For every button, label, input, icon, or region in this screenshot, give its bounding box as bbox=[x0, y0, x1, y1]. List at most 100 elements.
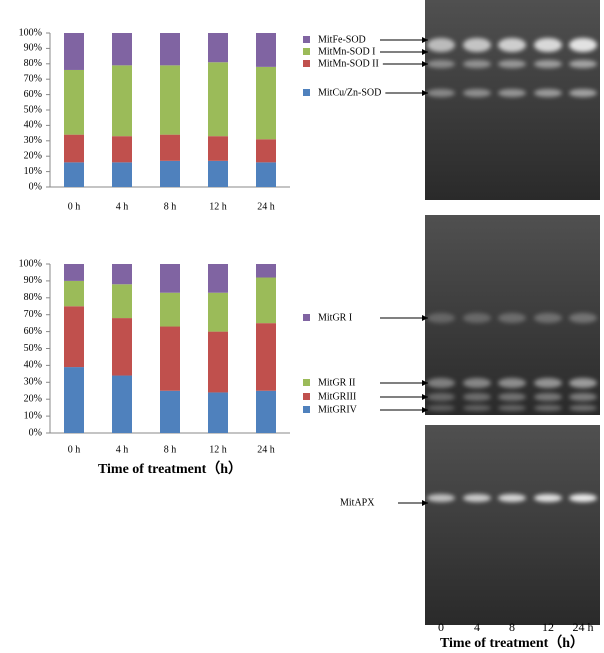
y-tick-label: 50% bbox=[24, 343, 42, 354]
gel-band bbox=[569, 89, 597, 97]
y-tick-label: 60% bbox=[24, 89, 42, 100]
gel bbox=[425, 425, 600, 625]
y-tick-label: 10% bbox=[24, 410, 42, 421]
bar-segment bbox=[256, 264, 276, 278]
bar-segment bbox=[208, 264, 228, 293]
legend-swatch bbox=[303, 36, 310, 43]
x-tick-label: 24 h bbox=[257, 444, 275, 455]
bar-segment bbox=[64, 134, 84, 163]
y-tick-label: 20% bbox=[24, 150, 42, 161]
bar-segment bbox=[64, 264, 84, 281]
gel-band bbox=[534, 89, 562, 97]
bar-segment bbox=[160, 33, 180, 66]
bar-segment bbox=[160, 134, 180, 161]
bar-segment bbox=[256, 277, 276, 324]
bar-segment bbox=[64, 33, 84, 70]
arrow-head bbox=[422, 61, 428, 67]
y-tick-label: 80% bbox=[24, 292, 42, 303]
y-tick-label: 40% bbox=[24, 360, 42, 371]
gel-band bbox=[498, 38, 526, 52]
bar-segment bbox=[256, 33, 276, 67]
arrow-head bbox=[422, 37, 428, 43]
x-tick-label: 0 h bbox=[68, 201, 81, 212]
y-tick-label: 50% bbox=[24, 104, 42, 115]
gel-band bbox=[534, 60, 562, 68]
legend-swatch bbox=[303, 48, 310, 55]
gel-band bbox=[534, 313, 562, 323]
bar-segment bbox=[256, 139, 276, 163]
bar-segment bbox=[160, 292, 180, 327]
gel-band bbox=[463, 405, 491, 411]
bar-segment bbox=[208, 392, 228, 433]
y-tick-label: 90% bbox=[24, 275, 42, 286]
x-tick-label: 4 h bbox=[116, 201, 129, 212]
x-tick-label: 12 h bbox=[209, 201, 227, 212]
legend-label: MitCu/Zn-SOD bbox=[318, 87, 381, 98]
x-tick-label: 4 h bbox=[116, 444, 129, 455]
arrow-head bbox=[422, 394, 428, 400]
gel-band bbox=[534, 393, 562, 401]
gel-lane-label: 4 bbox=[474, 620, 480, 634]
bar-segment bbox=[160, 160, 180, 187]
gel-band bbox=[463, 378, 491, 388]
bar-segment bbox=[160, 390, 180, 433]
legend-swatch bbox=[303, 314, 310, 321]
y-tick-label: 100% bbox=[19, 258, 42, 269]
gel-band bbox=[569, 60, 597, 68]
arrow-head bbox=[422, 315, 428, 321]
bar-segment bbox=[208, 331, 228, 393]
bar-segment bbox=[208, 292, 228, 332]
bar-segment bbox=[160, 326, 180, 391]
y-tick-label: 10% bbox=[24, 166, 42, 177]
bar-segment bbox=[160, 65, 180, 135]
gel-band bbox=[427, 405, 455, 411]
gel-lane-label: 12 bbox=[542, 620, 554, 634]
y-tick-label: 60% bbox=[24, 326, 42, 337]
bar-segment bbox=[160, 264, 180, 293]
gel-band bbox=[498, 378, 526, 388]
gel-band bbox=[427, 313, 455, 323]
y-tick-label: 30% bbox=[24, 135, 42, 146]
y-tick-label: 20% bbox=[24, 393, 42, 404]
bar-segment bbox=[112, 318, 132, 376]
bar-segment bbox=[112, 65, 132, 137]
bar-segment bbox=[64, 280, 84, 307]
gel-band bbox=[463, 313, 491, 323]
y-tick-label: 0% bbox=[29, 181, 42, 192]
bar-segment bbox=[112, 136, 132, 163]
bar-segment bbox=[208, 33, 228, 63]
gel-band bbox=[463, 393, 491, 401]
legend-swatch bbox=[303, 89, 310, 96]
gel-band bbox=[498, 60, 526, 68]
gel-band bbox=[534, 494, 562, 502]
gel-band bbox=[498, 393, 526, 401]
bar-segment bbox=[64, 367, 84, 433]
gel-lane-label: 0 bbox=[438, 620, 444, 634]
bar-segment bbox=[112, 33, 132, 66]
bar-segment bbox=[208, 160, 228, 187]
x-tick-label: 0 h bbox=[68, 444, 81, 455]
bar-segment bbox=[112, 284, 132, 319]
arrow-head bbox=[422, 90, 428, 96]
gel-band bbox=[427, 89, 455, 97]
gel-images bbox=[425, 0, 600, 625]
gel-lane-label: 8 bbox=[509, 620, 515, 634]
x-tick-label: 8 h bbox=[164, 444, 177, 455]
arrow-head bbox=[422, 407, 428, 413]
gel-band bbox=[498, 313, 526, 323]
x-tick-label: 12 h bbox=[209, 444, 227, 455]
legend-label: MitGRIV bbox=[318, 404, 358, 415]
x-axis-title: Time of treatment（h） bbox=[98, 461, 242, 477]
gel-band bbox=[498, 494, 526, 502]
gel-band bbox=[463, 89, 491, 97]
y-tick-label: 70% bbox=[24, 73, 42, 84]
y-tick-label: 100% bbox=[19, 27, 42, 38]
arrow-head bbox=[422, 49, 428, 55]
y-tick-label: 40% bbox=[24, 120, 42, 131]
gel-band bbox=[427, 494, 455, 502]
bar-segment bbox=[112, 264, 132, 285]
gel bbox=[425, 0, 600, 200]
legend-label: MitFe-SOD bbox=[318, 34, 366, 45]
y-tick-label: 30% bbox=[24, 377, 42, 388]
legend-label: MitGR II bbox=[318, 377, 356, 388]
